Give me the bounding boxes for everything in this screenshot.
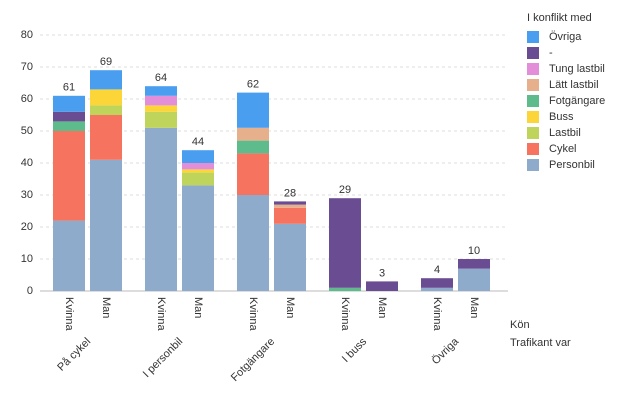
legend-swatch <box>527 111 539 123</box>
bar-segment <box>145 95 177 106</box>
bar-segment <box>90 105 122 115</box>
bar-segment <box>90 159 122 291</box>
bar-segment <box>329 287 361 291</box>
bar-segment <box>53 121 85 131</box>
bar-segment <box>421 278 453 288</box>
y-tick-label: 50 <box>21 125 33 137</box>
legend-label: Lätt lastbil <box>549 79 599 91</box>
legend-swatch <box>527 159 539 171</box>
total-label: 61 <box>63 82 75 94</box>
legend-label: Personbil <box>549 159 595 171</box>
legend-swatch <box>527 127 539 139</box>
bar-segment <box>237 153 269 195</box>
bar-segment <box>274 223 306 291</box>
total-label: 64 <box>155 72 167 84</box>
bar-segment <box>421 287 453 291</box>
y-tick-label: 20 <box>21 221 33 233</box>
legend-label: Buss <box>549 111 574 123</box>
legend-swatch <box>527 63 539 75</box>
bar-segment <box>145 105 177 112</box>
legend-label: Lastbil <box>549 127 581 139</box>
bar-segment <box>329 198 361 288</box>
y-tick-label: 40 <box>21 157 33 169</box>
y-tick-label: 10 <box>21 253 33 265</box>
bar-segment <box>182 172 214 186</box>
bar-segment <box>237 195 269 291</box>
bar-segment <box>53 220 85 291</box>
bar-segment <box>366 281 398 291</box>
x-tick-label: Man <box>192 297 204 318</box>
y-tick-label: 0 <box>27 285 33 297</box>
bar-segment <box>145 127 177 291</box>
x-tick-label: Kvinna <box>339 297 351 332</box>
x-tick-label: Man <box>100 297 112 318</box>
legend-swatch <box>527 79 539 91</box>
bar-segment <box>274 207 306 224</box>
bar-segment <box>53 131 85 221</box>
total-label: 69 <box>100 56 112 68</box>
legend-label: - <box>549 47 553 59</box>
legend-title: I konflikt med <box>527 12 592 24</box>
total-label: 44 <box>192 136 204 148</box>
bar-segment <box>182 150 214 163</box>
group-axis-title: Trafikant var <box>510 337 571 349</box>
bar-segment <box>274 201 306 205</box>
x-tick-label: Kvinna <box>431 297 443 332</box>
legend-label: Cykel <box>549 143 577 155</box>
x-axis-title: Kön <box>510 319 530 331</box>
total-label: 10 <box>468 245 480 257</box>
x-tick-label: Kvinna <box>63 297 75 332</box>
x-tick-label: Kvinna <box>247 297 259 332</box>
legend-label: Fotgängare <box>549 95 605 107</box>
x-tick-label: Man <box>284 297 296 318</box>
y-tick-label: 70 <box>21 61 33 73</box>
group-label: I buss <box>340 335 370 365</box>
bar-segment <box>145 86 177 96</box>
bar-segment <box>90 89 122 106</box>
bar-segment <box>274 204 306 208</box>
bar-segment <box>237 92 269 128</box>
x-tick-label: Man <box>468 297 480 318</box>
y-tick-label: 60 <box>21 93 33 105</box>
legend-swatch <box>527 95 539 107</box>
legend-swatch <box>527 143 539 155</box>
legend-label: Tung lastbil <box>549 63 605 75</box>
group-label: På cykel <box>55 336 93 374</box>
legend-label: Övriga <box>549 31 582 43</box>
bar-segment <box>53 95 85 112</box>
bar-segment <box>90 115 122 160</box>
bar-segment <box>145 111 177 128</box>
x-tick-label: Man <box>376 297 388 318</box>
group-label: Fotgängare <box>229 336 277 384</box>
group-label: Övriga <box>430 335 462 367</box>
bar-segment <box>182 163 214 170</box>
bar-segment <box>237 140 269 154</box>
bar-segment <box>458 268 490 291</box>
total-label: 3 <box>379 267 385 279</box>
bar-segment <box>90 70 122 90</box>
bar-segment <box>237 127 269 141</box>
legend-swatch <box>527 47 539 59</box>
y-tick-label: 30 <box>21 189 33 201</box>
legend-swatch <box>527 31 539 43</box>
x-tick-label: Kvinna <box>155 297 167 332</box>
group-label: I personbil <box>141 336 185 380</box>
y-tick-label: 80 <box>21 29 33 41</box>
bar-segment <box>53 111 85 122</box>
total-label: 29 <box>339 184 351 196</box>
bar-segment <box>458 259 490 269</box>
bar-segment <box>182 185 214 291</box>
total-label: 62 <box>247 79 259 91</box>
total-label: 28 <box>284 187 296 199</box>
bar-segment <box>182 169 214 173</box>
total-label: 4 <box>434 264 440 276</box>
